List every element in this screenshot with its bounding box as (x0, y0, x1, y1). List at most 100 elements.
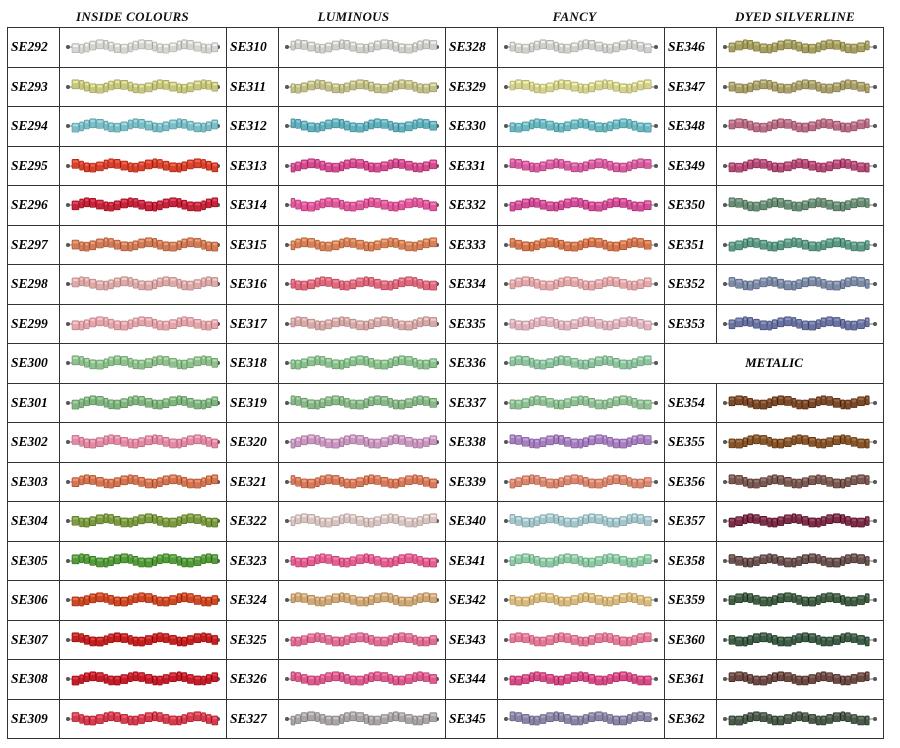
bead-swatch-se307 (59, 619, 227, 660)
bead-swatch-se333 (497, 224, 665, 265)
code-se355: SE355 (664, 422, 717, 463)
code-se299: SE299 (7, 303, 60, 344)
bead-strand (285, 237, 439, 252)
bead-strand (66, 197, 220, 212)
table-row: SE293 SE311 SE329 SE347 (7, 66, 884, 107)
bead-swatch-se308 (59, 659, 227, 700)
code-se333: SE333 (445, 224, 498, 265)
bead-strand (66, 316, 220, 331)
bead-strand (66, 632, 220, 647)
bead-swatch-se355 (716, 422, 884, 463)
code-se359: SE359 (664, 580, 717, 621)
bead-swatch-se344 (497, 659, 665, 700)
code-se349: SE349 (664, 145, 717, 186)
bead-strand (285, 316, 439, 331)
bead-strand (285, 197, 439, 212)
bead-swatch-se342 (497, 580, 665, 621)
bead-strand (285, 553, 439, 568)
bead-swatch-se357 (716, 501, 884, 542)
bead-colour-chart: SE292 SE310 SE328 SE346 SE293 SE311 SE329 SE347… (7, 27, 884, 739)
bead-strand (504, 395, 658, 410)
bead-swatch-se337 (497, 382, 665, 423)
header-fancy: FANCY (552, 9, 597, 24)
code-se309: SE309 (7, 698, 60, 739)
bead-swatch-se295 (59, 145, 227, 186)
bead-strand (723, 197, 877, 212)
table-row: SE306 SE324 SE342 SE359 (7, 580, 884, 621)
bead-strand (504, 197, 658, 212)
bead-strand (723, 276, 877, 291)
code-se334: SE334 (445, 264, 498, 305)
bead-strand (285, 118, 439, 133)
bead-strand (504, 632, 658, 647)
table-row: SE294 SE312 SE330 SE348 (7, 106, 884, 147)
bead-swatch-se351 (716, 224, 884, 265)
code-se298: SE298 (7, 264, 60, 305)
bead-strand (504, 592, 658, 607)
bead-strand (285, 79, 439, 94)
code-se362: SE362 (664, 698, 717, 739)
code-se330: SE330 (445, 106, 498, 147)
bead-swatch-se343 (497, 619, 665, 660)
bead-strand (66, 395, 220, 410)
code-se321: SE321 (226, 461, 279, 502)
bead-strand (504, 355, 658, 370)
code-se361: SE361 (664, 659, 717, 700)
bead-strand (66, 355, 220, 370)
bead-strand (66, 237, 220, 252)
table-row: SE298 SE316 SE334 SE352 (7, 264, 884, 305)
code-se358: SE358 (664, 540, 717, 581)
bead-swatch-se348 (716, 106, 884, 147)
bead-strand (723, 513, 877, 528)
table-row: SE295 SE313 SE331 SE349 (7, 145, 884, 186)
table-row: SE302 SE320 SE338 SE355 (7, 422, 884, 463)
code-se332: SE332 (445, 185, 498, 226)
bead-strand (66, 592, 220, 607)
bead-strand (285, 671, 439, 686)
code-se354: SE354 (664, 382, 717, 423)
code-se305: SE305 (7, 540, 60, 581)
table-row: SE303 SE321 SE339 SE356 (7, 461, 884, 502)
bead-strand (66, 671, 220, 686)
bead-swatch-se299 (59, 303, 227, 344)
table-row: SE297 SE315 SE333 SE351 (7, 224, 884, 265)
bead-strand (285, 355, 439, 370)
bead-swatch-se321 (278, 461, 446, 502)
code-se317: SE317 (226, 303, 279, 344)
bead-strand (66, 276, 220, 291)
bead-strand (66, 553, 220, 568)
bead-swatch-se292 (59, 27, 227, 68)
bead-strand (285, 395, 439, 410)
bead-strand (285, 276, 439, 291)
bead-swatch-se297 (59, 224, 227, 265)
bead-strand (285, 513, 439, 528)
bead-strand (504, 671, 658, 686)
table-row: SE304 SE322 SE340 SE357 (7, 501, 884, 542)
bead-swatch-se324 (278, 580, 446, 621)
bead-strand (723, 474, 877, 489)
table-row: SE308 SE326 SE344 SE361 (7, 659, 884, 700)
bead-strand (723, 395, 877, 410)
header-inside-colours: INSIDE COLOURS (76, 9, 189, 24)
bead-swatch-se301 (59, 382, 227, 423)
bead-swatch-se304 (59, 501, 227, 542)
bead-swatch-se327 (278, 698, 446, 739)
bead-swatch-se326 (278, 659, 446, 700)
bead-strand (723, 118, 877, 133)
bead-swatch-se306 (59, 580, 227, 621)
bead-strand (504, 158, 658, 173)
bead-strand (285, 474, 439, 489)
bead-swatch-se309 (59, 698, 227, 739)
code-se312: SE312 (226, 106, 279, 147)
code-se300: SE300 (7, 343, 60, 384)
code-se327: SE327 (226, 698, 279, 739)
bead-strand (285, 711, 439, 726)
bead-strand (504, 474, 658, 489)
bead-swatch-se334 (497, 264, 665, 305)
code-se350: SE350 (664, 185, 717, 226)
bead-swatch-se341 (497, 540, 665, 581)
bead-strand (66, 434, 220, 449)
code-se323: SE323 (226, 540, 279, 581)
code-se352: SE352 (664, 264, 717, 305)
code-se353: SE353 (664, 303, 717, 344)
